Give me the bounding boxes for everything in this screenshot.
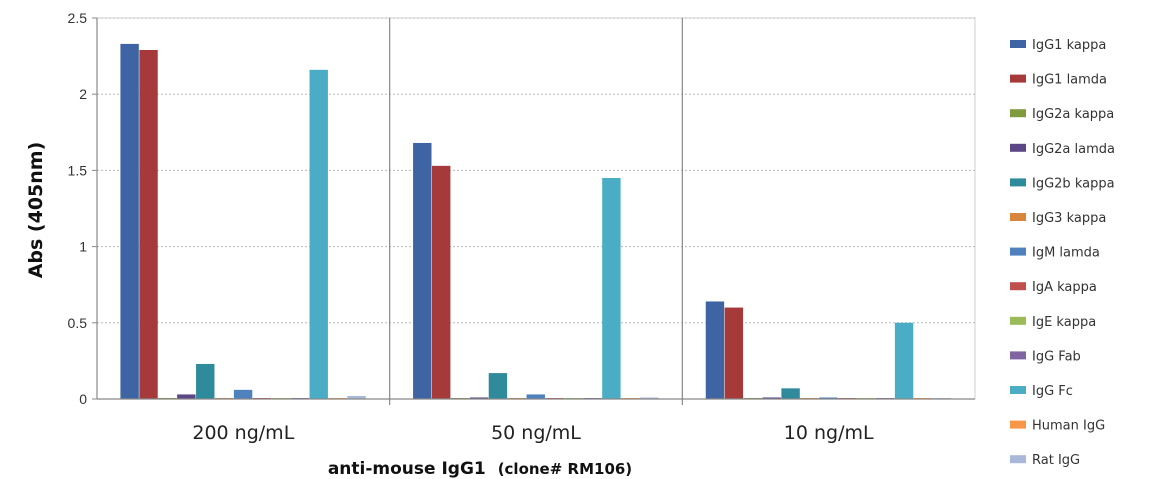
- legend-label: Human IgG: [1032, 419, 1105, 434]
- bar-igm-lamda: [526, 394, 545, 399]
- bar-rat-igg: [640, 397, 659, 399]
- bar-igg-fc: [309, 69, 328, 399]
- bar-igg2b-kappa: [196, 363, 215, 399]
- bar-igg2b-kappa: [488, 373, 508, 399]
- axes: [92, 17, 975, 405]
- y-tick-label: 1: [79, 239, 87, 255]
- bar-igm-lamda: [233, 389, 253, 399]
- bar-igg2a-lamda: [177, 394, 196, 399]
- legend-swatch: [1010, 247, 1026, 256]
- legend-label: IgM lamda: [1032, 246, 1100, 261]
- x-axis-label-main: anti-mouse IgG1: [328, 459, 486, 479]
- legend-swatch: [1010, 40, 1026, 48]
- x-axis-label: anti-mouse IgG1 (clone# RM106): [328, 459, 632, 479]
- y-axis-label: Abs (405nm): [25, 142, 47, 279]
- legend-label: IgG1 kappa: [1032, 38, 1106, 53]
- bar-igg1-kappa: [413, 142, 432, 399]
- y-tick-label: 2: [79, 86, 87, 102]
- legend-swatch: [1010, 386, 1026, 394]
- legend-label: IgG3 kappa: [1032, 211, 1106, 226]
- legend-label: IgG Fc: [1032, 384, 1073, 399]
- y-tick-label: 2.5: [68, 10, 88, 26]
- bar-igg1-lamda: [139, 50, 158, 400]
- legend-label: IgA kappa: [1032, 280, 1097, 295]
- y-tick-labels: 0 0.5 1 1.5 2 2.5: [68, 10, 88, 407]
- legend-swatch: [1010, 316, 1026, 325]
- legend-swatch: [1010, 213, 1026, 221]
- legend-swatch: [1010, 351, 1026, 360]
- x-category-label: 10 ng/mL: [784, 422, 874, 444]
- bars: [120, 43, 952, 400]
- bar-igg1-lamda: [431, 165, 451, 399]
- bar-igg-fc: [894, 322, 914, 399]
- legend-swatch: [1010, 178, 1026, 187]
- x-category-labels: 200 ng/mL 50 ng/mL 10 ng/mL: [192, 422, 874, 444]
- bar-rat-igg: [347, 395, 366, 399]
- bar-igm-lamda: [819, 397, 838, 399]
- legend-label: Rat IgG: [1032, 453, 1080, 468]
- bar-igg-fc: [602, 178, 621, 399]
- legend-swatch: [1010, 282, 1026, 291]
- x-category-label: 200 ng/mL: [192, 422, 294, 444]
- legend-swatch: [1010, 109, 1026, 118]
- legend-label: IgG2a lamda: [1032, 142, 1115, 157]
- legend-label: IgE kappa: [1032, 315, 1096, 330]
- bar-igg1-lamda: [724, 307, 744, 399]
- x-axis-label-suffix: (clone# RM106): [498, 460, 632, 478]
- legend-swatch: [1010, 74, 1026, 83]
- legend-label: IgG Fab: [1032, 349, 1081, 364]
- bar-igg1-kappa: [705, 301, 725, 399]
- bar-igg1-kappa: [120, 43, 139, 400]
- legend-label: IgG2a kappa: [1032, 107, 1114, 122]
- y-tick-label: 1.5: [68, 162, 88, 178]
- legend-swatch: [1010, 143, 1026, 152]
- bar-igg2b-kappa: [781, 388, 800, 399]
- legend-label: IgG2b kappa: [1032, 176, 1115, 191]
- bar-igg2a-lamda: [762, 397, 781, 399]
- legend-label: IgG1 lamda: [1032, 73, 1107, 88]
- y-tick-label: 0: [79, 391, 87, 407]
- x-category-label: 50 ng/mL: [491, 422, 581, 444]
- bar-igg2a-lamda: [469, 397, 489, 399]
- legend: IgG1 kappa IgG1 lamda IgG2a kappa IgG2a lam…: [1010, 38, 1115, 468]
- y-tick-label: 0.5: [68, 315, 88, 331]
- legend-swatch: [1010, 420, 1026, 429]
- legend-swatch: [1010, 455, 1026, 464]
- gridlines: [96, 17, 976, 400]
- plot-area-border: [96, 17, 976, 400]
